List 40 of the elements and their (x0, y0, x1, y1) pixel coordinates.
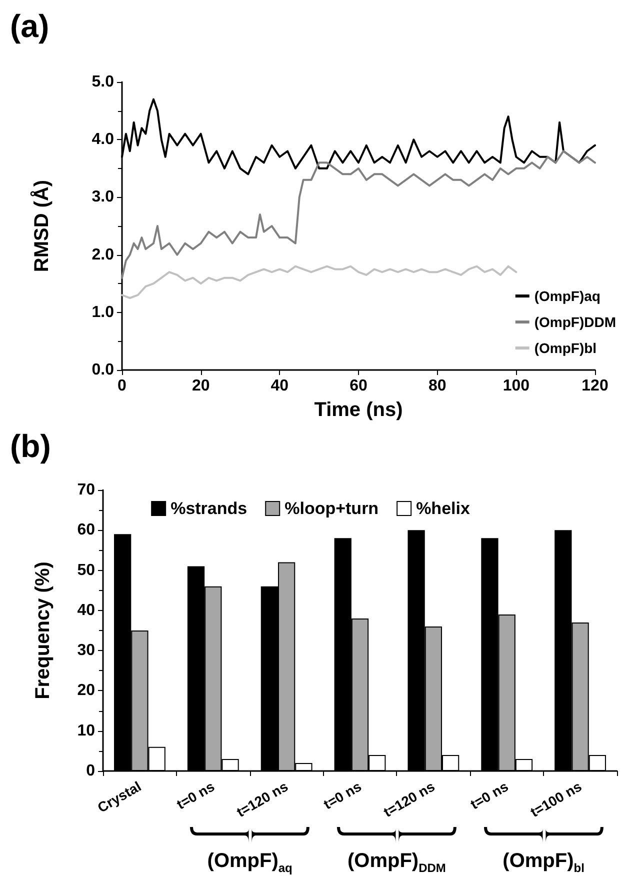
y-tick-label: 0 (86, 762, 96, 780)
x-tick-label: 120 (582, 378, 608, 394)
text: (OmpF)$_{aq}$ (207, 850, 292, 875)
x-tick-label: t=0 ns (174, 778, 218, 812)
y-tick-label: 40 (77, 602, 96, 619)
legend-label: %strands (170, 499, 248, 518)
line-series (121, 150, 596, 279)
y-tick-label: 60 (77, 522, 96, 539)
x-tick-label: 20 (192, 378, 210, 394)
y-tick-label: 30 (77, 642, 96, 660)
x-tick-label: t=0 ns (320, 778, 364, 812)
x-tick-label: 60 (350, 378, 368, 394)
text: (OmpF)$_{DDM}$ (347, 850, 446, 875)
y-axis-title: Frequency (%) (32, 562, 54, 700)
y-tick-label: 1.0 (92, 304, 114, 321)
y-tick-label: 2.0 (92, 246, 114, 264)
y-tick-label: 50 (77, 562, 96, 579)
chart-title: (b) (10, 428, 51, 464)
chart-title: (a) (10, 8, 50, 44)
x-tick-label: 40 (270, 378, 289, 394)
y-tick-label: 3.0 (92, 188, 114, 206)
legend-label: %helix (416, 499, 470, 518)
y-tick-label: 4.0 (92, 131, 114, 148)
y-axis-title: RMSD (Å) (30, 180, 53, 272)
y-tick-label: 70 (77, 482, 96, 498)
legend-label: (OmpF)aq (534, 288, 600, 304)
y-tick-label: 0.0 (92, 362, 114, 378)
y-tick-label: 20 (77, 682, 96, 700)
legend-label: (OmpF)bl (534, 340, 597, 356)
legend-label: %loop+turn (284, 499, 379, 518)
text: (OmpF)$_{bl}$ (502, 850, 584, 875)
legend-label: (OmpF)DDM (534, 314, 616, 330)
x-tick-label: t=0 ns (468, 778, 512, 812)
line-series (121, 265, 518, 299)
x-tick-label: 100 (502, 378, 530, 394)
y-tick-label: 10 (77, 722, 96, 740)
x-tick-label: 0 (118, 378, 127, 394)
x-axis-title: Time (ns) (314, 399, 403, 421)
x-tick-label: 80 (428, 378, 446, 394)
y-tick-label: 5.0 (92, 74, 114, 90)
